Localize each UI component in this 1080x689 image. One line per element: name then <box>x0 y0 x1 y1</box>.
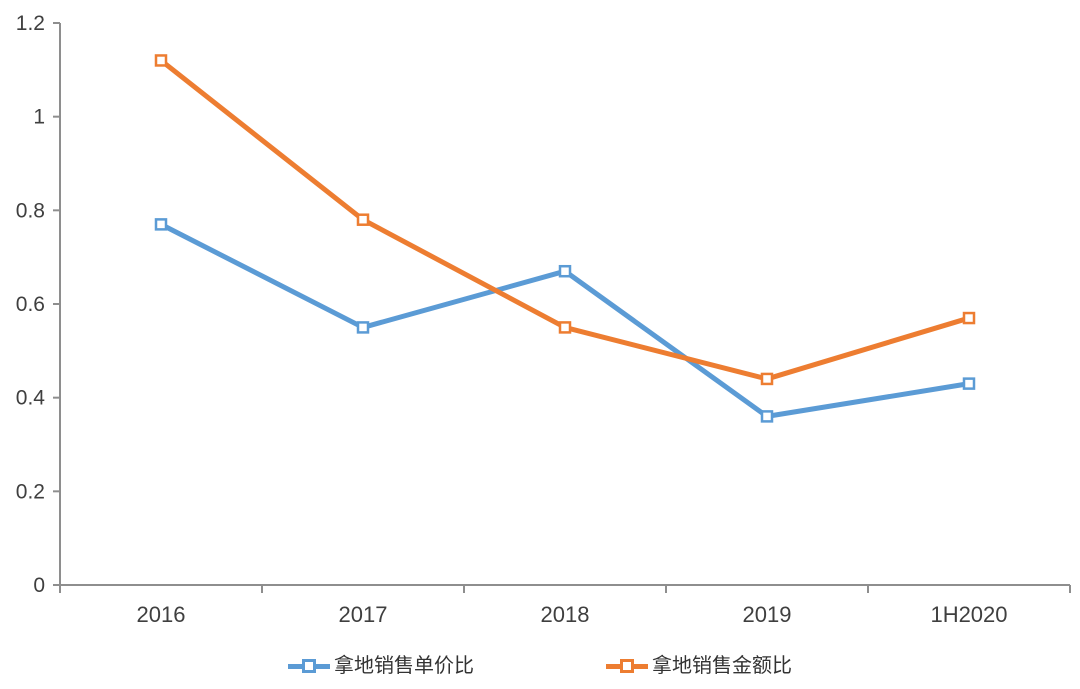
legend-label-amount-ratio: 拿地销售金额比 <box>652 655 792 677</box>
legend-item-amount-ratio: 拿地销售金额比 <box>606 656 792 676</box>
y-axis-tick-label: 0.2 <box>16 480 45 503</box>
x-axis-label: 1H2020 <box>930 602 1007 627</box>
series-0-marker-1H2020 <box>962 377 976 390</box>
series-0-marker-2019 <box>760 410 774 423</box>
legend-item-unit-price-ratio: 拿地销售单价比 <box>288 656 474 676</box>
legend-square-marker-icon <box>302 659 316 673</box>
y-axis-tick-label: 1.2 <box>16 12 45 35</box>
y-axis-tick-label: 0.8 <box>16 199 45 222</box>
series-0-marker-2018 <box>558 264 572 278</box>
legend-label-unit-price-ratio: 拿地销售单价比 <box>334 655 474 677</box>
y-axis-tick-label: 0.4 <box>16 387 46 410</box>
series-1-marker-2017 <box>356 213 370 226</box>
chart-legend: 拿地销售单价比 拿地销售金额比 <box>0 635 1080 689</box>
axis-lines <box>59 23 1070 586</box>
series-line-0 <box>158 221 972 419</box>
series-1-marker-2016 <box>154 54 168 67</box>
legend-marker-orange-line-square-icon <box>606 659 648 673</box>
series-0-marker-2017 <box>356 321 370 334</box>
series-1-marker-2019 <box>760 372 774 386</box>
series-1-marker-2018 <box>558 321 572 334</box>
series-1-marker-1H2020 <box>962 311 976 325</box>
y-axis-tick-label: 0.6 <box>16 293 45 316</box>
x-axis-label: 2016 <box>137 602 186 627</box>
y-axis-tick-label: 1 <box>33 106 45 129</box>
x-axis-label: 2019 <box>743 602 792 627</box>
y-axis-tick-label: 0 <box>33 574 45 597</box>
series-0-marker-2016 <box>154 218 168 231</box>
x-axis-label: 2017 <box>339 602 388 627</box>
line-chart: 0 0.2 0.4 0.6 0.8 1 1.2 2016 2017 2018 2019 1H2020 <box>16 12 1071 627</box>
legend-marker-blue-line-square-icon <box>288 659 330 673</box>
x-axis-label: 2018 <box>541 602 590 627</box>
legend-square-marker-icon <box>620 659 634 673</box>
